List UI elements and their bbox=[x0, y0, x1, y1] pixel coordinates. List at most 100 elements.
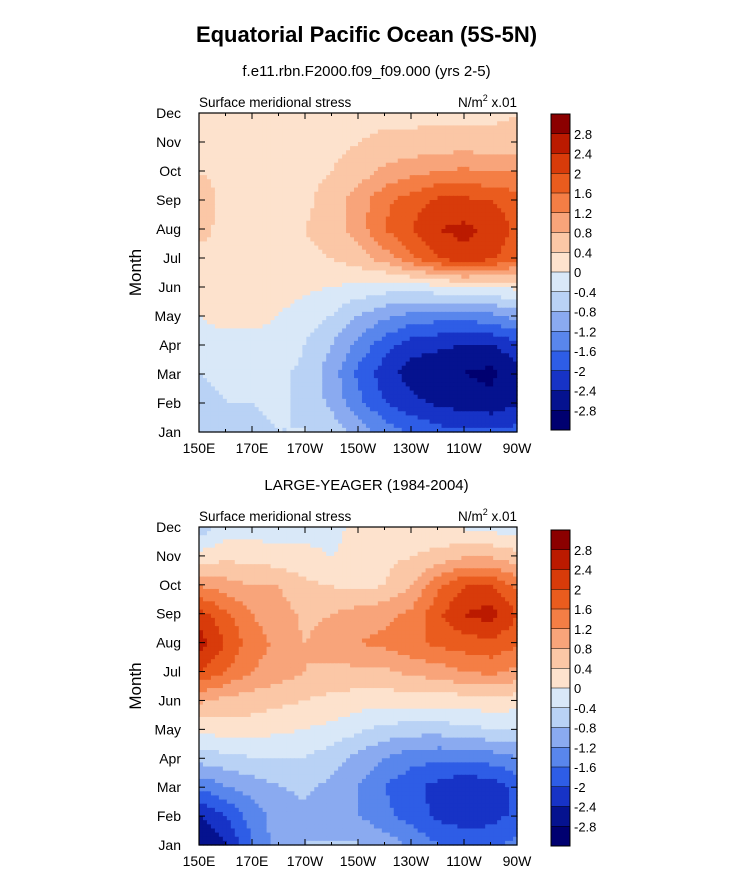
heatmap-cell bbox=[441, 340, 447, 346]
heatmap-cell bbox=[473, 291, 478, 296]
heatmap-cell bbox=[445, 129, 451, 135]
heatmap-cell bbox=[385, 345, 391, 350]
heatmap-cell bbox=[413, 278, 419, 284]
heatmap-cell bbox=[417, 121, 423, 127]
heatmap-cell bbox=[218, 349, 224, 354]
heatmap-cell bbox=[505, 175, 510, 180]
heatmap-cell bbox=[202, 282, 208, 288]
heatmap-cell bbox=[481, 295, 486, 301]
heatmap-cell bbox=[298, 179, 303, 185]
heatmap-cell bbox=[501, 158, 506, 164]
heatmap-cell bbox=[338, 175, 343, 180]
heatmap-cell bbox=[497, 291, 502, 296]
heatmap-cell bbox=[497, 125, 502, 131]
heatmap-cell bbox=[338, 365, 343, 371]
heatmap-cell bbox=[509, 212, 514, 218]
heatmap-cell bbox=[513, 183, 518, 189]
heatmap-cell bbox=[250, 113, 256, 118]
heatmap-cell bbox=[473, 258, 478, 263]
heatmap-cell bbox=[342, 328, 347, 334]
heatmap-cell bbox=[513, 353, 518, 359]
heatmap-cell bbox=[501, 299, 506, 305]
heatmap-cell bbox=[338, 349, 343, 354]
heatmap-cell bbox=[222, 282, 228, 288]
heatmap-cell bbox=[497, 129, 502, 135]
heatmap-cell bbox=[389, 262, 395, 267]
heatmap-cell bbox=[314, 253, 319, 259]
heatmap-cell bbox=[409, 287, 415, 292]
heatmap-cell bbox=[206, 233, 212, 238]
heatmap-cell bbox=[258, 316, 264, 321]
heatmap-cell bbox=[381, 195, 387, 201]
heatmap-cell bbox=[258, 200, 264, 205]
heatmap-cell bbox=[342, 150, 347, 156]
heatmap-cell bbox=[477, 113, 482, 118]
heatmap-cell bbox=[274, 137, 280, 143]
heatmap-cell bbox=[393, 340, 399, 346]
heatmap-cell bbox=[234, 133, 240, 139]
heatmap-cell bbox=[286, 291, 292, 296]
heatmap-cell bbox=[477, 183, 482, 189]
heatmap-cell bbox=[202, 195, 208, 201]
heatmap-cell bbox=[274, 316, 280, 321]
heatmap-cell bbox=[266, 299, 272, 305]
heatmap-cell bbox=[250, 361, 256, 367]
heatmap-cell bbox=[234, 295, 240, 301]
heatmap-cell bbox=[489, 229, 494, 234]
heatmap-cell bbox=[322, 241, 327, 247]
heatmap-cell bbox=[465, 154, 470, 160]
heatmap-cell bbox=[250, 266, 256, 272]
heatmap-cell bbox=[238, 253, 244, 259]
heatmap-cell bbox=[274, 369, 280, 375]
heatmap-cell bbox=[377, 262, 383, 267]
heatmap-cell bbox=[425, 320, 431, 325]
heatmap-cell bbox=[358, 229, 363, 234]
heatmap-cell bbox=[346, 117, 351, 122]
heatmap-cell bbox=[445, 233, 451, 238]
heatmap-cell bbox=[501, 316, 506, 321]
heatmap-cell bbox=[318, 291, 323, 296]
heatmap-cell bbox=[262, 340, 268, 346]
heatmap-cell bbox=[393, 200, 399, 205]
heatmap-cell bbox=[405, 266, 411, 272]
heatmap-cell bbox=[270, 291, 276, 296]
heatmap-cell bbox=[274, 162, 280, 168]
heatmap-cell bbox=[278, 237, 284, 243]
heatmap-cell bbox=[242, 328, 248, 334]
heatmap-cell bbox=[477, 125, 482, 131]
heatmap-cell bbox=[282, 353, 288, 359]
heatmap-cell bbox=[290, 208, 296, 214]
heatmap-cell bbox=[397, 291, 403, 296]
heatmap-cell bbox=[441, 253, 447, 259]
heatmap-cell bbox=[489, 142, 494, 147]
heatmap-cell bbox=[377, 357, 383, 363]
heatmap-cell bbox=[373, 142, 379, 147]
heatmap-cell bbox=[381, 287, 387, 292]
heatmap-cell bbox=[210, 340, 216, 346]
heatmap-cell bbox=[258, 204, 264, 209]
heatmap-cell bbox=[326, 361, 331, 367]
heatmap-cell bbox=[326, 270, 331, 276]
heatmap-cell bbox=[473, 245, 478, 251]
heatmap-cell bbox=[214, 361, 220, 367]
heatmap-cell bbox=[270, 233, 276, 238]
heatmap-cell bbox=[294, 229, 299, 234]
heatmap-cell bbox=[302, 237, 307, 243]
heatmap-cell bbox=[322, 224, 327, 230]
heatmap-cell bbox=[493, 171, 498, 176]
heatmap-cell bbox=[326, 220, 331, 226]
heatmap-cell bbox=[226, 303, 232, 309]
heatmap-cell bbox=[230, 183, 236, 189]
heatmap-cell bbox=[489, 336, 494, 342]
heatmap-cell bbox=[270, 183, 276, 189]
heatmap-cell bbox=[330, 307, 335, 313]
heatmap-cell bbox=[365, 365, 371, 371]
heatmap-cell bbox=[501, 129, 506, 135]
heatmap-cell bbox=[214, 278, 220, 284]
heatmap-cell bbox=[242, 311, 248, 317]
heatmap-cell bbox=[210, 233, 216, 238]
heatmap-cell bbox=[266, 270, 272, 276]
heatmap-cell bbox=[505, 117, 510, 122]
heatmap-cell bbox=[270, 262, 276, 267]
heatmap-cell bbox=[485, 129, 490, 135]
